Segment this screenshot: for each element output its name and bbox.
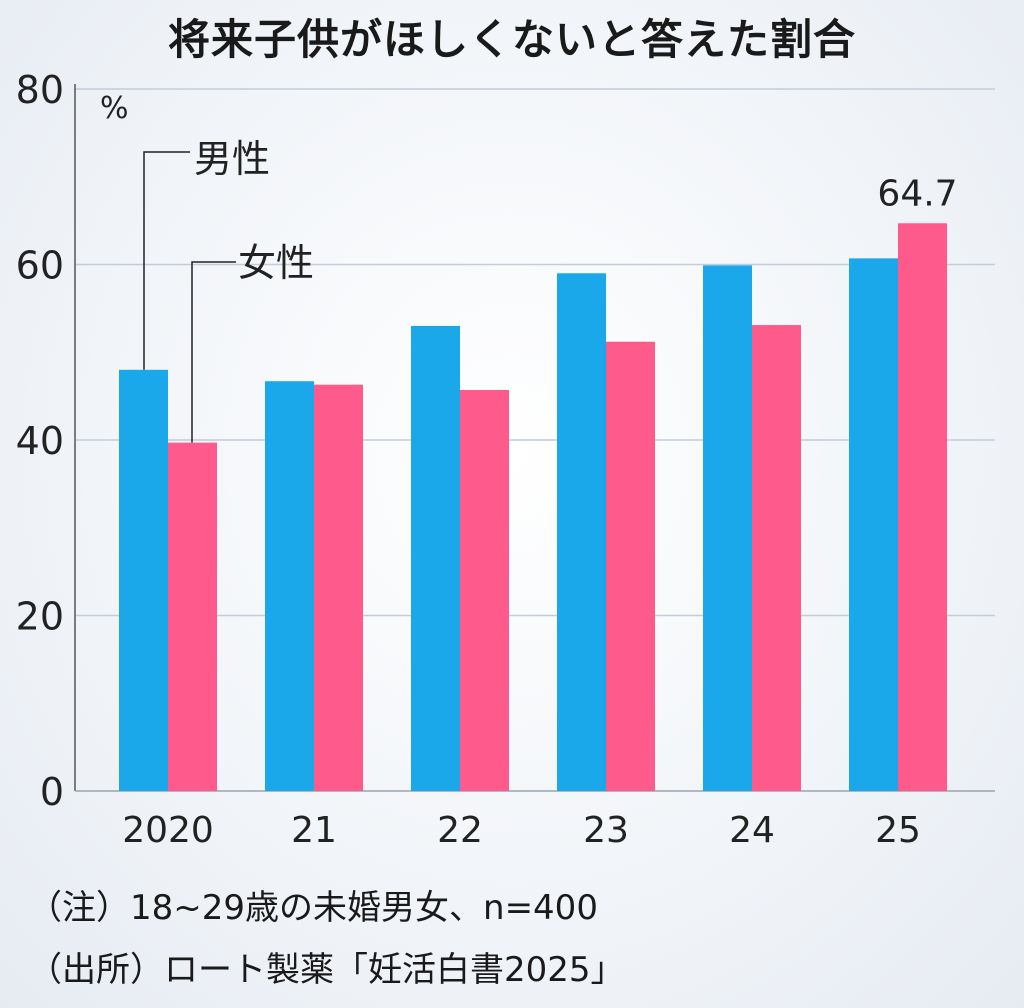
y-tick-label: 80: [16, 68, 64, 112]
x-tick-label: 21: [291, 810, 337, 851]
y-unit-label: %: [100, 91, 129, 126]
x-tick-label: 2020: [122, 810, 214, 851]
data-label: 64.7: [877, 173, 957, 214]
x-tick-label: 23: [583, 810, 629, 851]
bar-male: [557, 273, 606, 791]
bar-male: [411, 325, 460, 791]
legend-label-female: 女性: [238, 241, 314, 285]
legend-leader-male: [143, 151, 190, 370]
bar-female: [168, 442, 217, 791]
bar-male: [849, 258, 898, 791]
x-tick-label: 24: [729, 810, 775, 851]
y-tick-label: 60: [16, 244, 64, 288]
chart-note: （注）18~29歳の未婚男女、n=400: [28, 888, 598, 928]
bar-male: [265, 381, 314, 791]
chart-source: （出所）ロート製薬「妊活白書2025」: [28, 950, 625, 990]
bar-female: [314, 384, 363, 791]
bar-male: [703, 265, 752, 791]
legend-label-male: 男性: [194, 137, 270, 181]
y-tick-label: 20: [16, 595, 64, 639]
x-tick-label: 22: [437, 810, 483, 851]
y-tick-label: 40: [16, 419, 64, 463]
bar-female: [752, 325, 801, 791]
chart-title: 将来子供がほしくないと答えた割合: [167, 15, 856, 64]
legend-leader-female: [191, 261, 236, 443]
bar-female: [460, 389, 509, 791]
bar-female: [606, 341, 655, 791]
bar-female: [898, 223, 947, 791]
bar-male: [119, 369, 168, 791]
x-tick-label: 25: [875, 810, 921, 851]
y-tick-label: 0: [40, 770, 64, 814]
